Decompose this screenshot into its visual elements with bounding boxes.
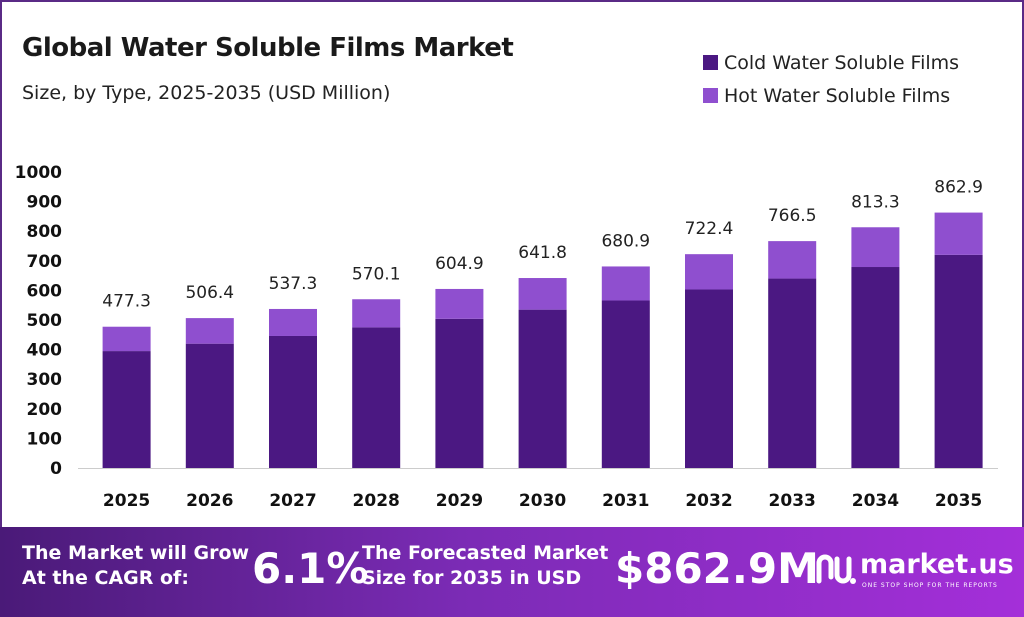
bar-segment-hot	[518, 278, 567, 310]
bar-segment-cold	[352, 327, 401, 468]
forecast-label-line-2: Size for 2035 in USD	[362, 567, 582, 589]
legend-label-hot: Hot Water Soluble Films	[724, 84, 951, 107]
x-tick-label: 2032	[685, 491, 732, 511]
legend-swatch-hot	[703, 88, 718, 103]
y-tick-label: 1000	[15, 163, 62, 183]
legend-label-cold: Cold Water Soluble Films	[724, 51, 960, 74]
bar-segment-cold	[269, 335, 317, 468]
bar-segment-hot	[185, 318, 234, 344]
chart-legend: Cold Water Soluble Films Hot Water Solub…	[703, 46, 959, 112]
x-tick-label: 2034	[852, 491, 899, 511]
bar-segment-cold	[185, 343, 234, 468]
bar-segment-hot	[768, 241, 817, 279]
bar-total-label: 506.4	[185, 283, 234, 303]
bar-segment-hot	[934, 212, 983, 255]
cagr-label-line-2: At the CAGR of:	[22, 567, 189, 589]
bar-segment-cold	[768, 278, 817, 468]
bar-segment-cold	[685, 289, 733, 468]
y-tick-label: 200	[27, 400, 63, 420]
y-tick-label: 900	[27, 193, 63, 213]
forecast-value: $862.9M	[615, 544, 819, 593]
market-us-logo-tagline: ONE STOP SHOP FOR THE REPORTS	[862, 582, 998, 589]
bar-segment-hot	[601, 266, 650, 301]
bar-total-label: 641.8	[518, 243, 567, 263]
x-tick-label: 2027	[269, 491, 316, 511]
x-tick-label: 2029	[436, 491, 483, 511]
y-tick-label: 800	[27, 222, 63, 242]
y-tick-label: 700	[27, 252, 63, 272]
x-tick-label: 2030	[519, 491, 566, 511]
bar-segment-cold	[601, 300, 650, 468]
bar-segment-hot	[851, 227, 900, 268]
y-tick-label: 600	[27, 281, 63, 301]
cagr-label-line-1: The Market will Grow	[22, 542, 250, 564]
cagr-label: The Market will Grow At the CAGR of:	[22, 541, 249, 591]
bar-total-label: 570.1	[352, 264, 401, 284]
bar-total-label: 813.3	[851, 192, 900, 212]
bar-segment-cold	[851, 267, 900, 468]
forecast-label: The Forecasted Market Size for 2035 in U…	[362, 541, 608, 591]
y-tick-label: 0	[50, 459, 62, 479]
bar-segment-hot	[685, 254, 733, 290]
x-tick-label: 2035	[935, 491, 982, 511]
y-tick-label: 100	[27, 429, 63, 449]
legend-item-cold: Cold Water Soluble Films	[703, 46, 959, 79]
x-tick-label: 2033	[769, 491, 816, 511]
bar-total-label: 477.3	[102, 292, 151, 312]
bar-segment-cold	[102, 351, 151, 468]
market-us-logo-name: market.us	[860, 549, 1014, 580]
bar-total-label: 537.3	[269, 274, 318, 294]
bar-total-label: 604.9	[435, 254, 484, 274]
x-tick-label: 2025	[103, 491, 150, 511]
bar-total-label: 722.4	[685, 219, 734, 239]
market-us-logo-icon	[816, 554, 856, 584]
bar-segment-hot	[269, 308, 317, 336]
y-tick-label: 500	[27, 311, 63, 331]
legend-swatch-cold	[703, 55, 718, 70]
chart-subtitle: Size, by Type, 2025-2035 (USD Million)	[22, 82, 391, 104]
bar-total-label: 862.9	[934, 178, 983, 198]
bar-total-label: 680.9	[601, 231, 650, 251]
x-tick-label: 2028	[353, 491, 400, 511]
x-tick-label: 2031	[602, 491, 649, 511]
y-tick-label: 300	[27, 370, 63, 390]
x-tick-label: 2026	[186, 491, 233, 511]
legend-item-hot: Hot Water Soluble Films	[703, 79, 959, 112]
bar-segment-hot	[435, 288, 484, 319]
bar-segment-hot	[352, 299, 401, 328]
bar-segment-cold	[934, 254, 983, 468]
bar-segment-cold	[518, 309, 567, 468]
cagr-value: 6.1%	[252, 544, 369, 593]
bar-segment-hot	[102, 326, 151, 352]
bar-total-label: 766.5	[768, 206, 817, 226]
bar-segment-cold	[435, 318, 484, 468]
chart-title: Global Water Soluble Films Market	[22, 33, 514, 63]
y-tick-label: 400	[27, 341, 63, 361]
stacked-bar-chart: 0 100 200 300 400 500 600 700 800 900 1000 477.3 202…	[15, 163, 998, 511]
forecast-label-line-1: The Forecasted Market	[362, 542, 609, 564]
summary-banner: The Market will Grow At the CAGR of: 6.1…	[0, 527, 1024, 617]
